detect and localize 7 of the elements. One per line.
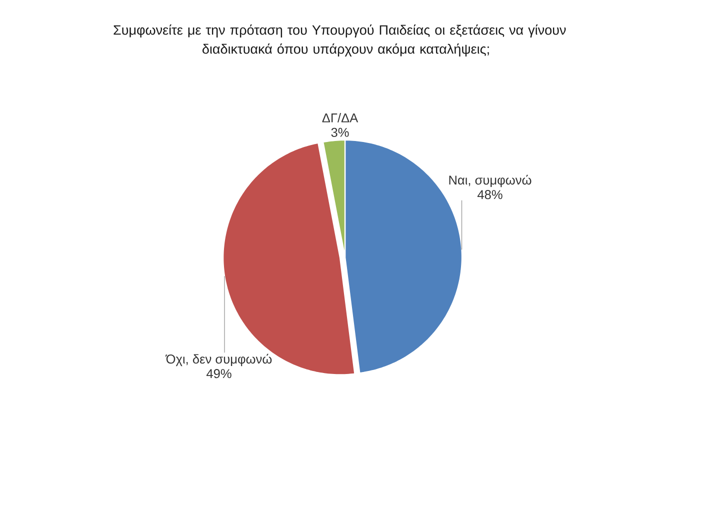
data-label: 49%: [206, 369, 232, 378]
slice-label: ΔΓ/ΔΑ: [322, 113, 358, 122]
data-label: 3%: [331, 128, 349, 137]
data-label: 48%: [477, 190, 502, 200]
slice-label: Ναι, συμφωνώ: [449, 174, 532, 188]
chart-title: Συμφωνείτε με την πρόταση του Υπουργού Παιδείας οι εξετάσεις να γίνουν διαδικτυακά όπου υπάρχουν ακόμα καταλήψεις;: [114, 24, 566, 56]
slice-label: Όχι, δεν συμφωνώ: [165, 354, 272, 366]
